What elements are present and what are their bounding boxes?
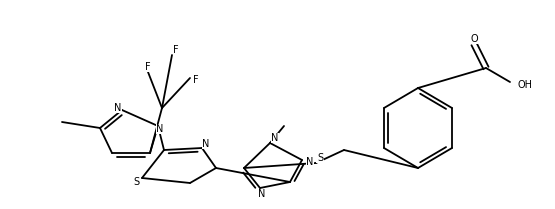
Text: OH: OH [518,80,533,90]
Text: F: F [145,62,151,72]
Text: N: N [114,103,122,113]
Text: N: N [271,133,279,143]
Text: S: S [317,153,323,163]
Text: N: N [306,157,314,167]
Text: N: N [258,189,266,199]
Text: F: F [173,45,179,55]
Text: O: O [470,34,478,44]
Text: S: S [133,177,139,187]
Text: F: F [193,75,199,85]
Text: N: N [157,124,164,134]
Text: N: N [203,139,210,149]
